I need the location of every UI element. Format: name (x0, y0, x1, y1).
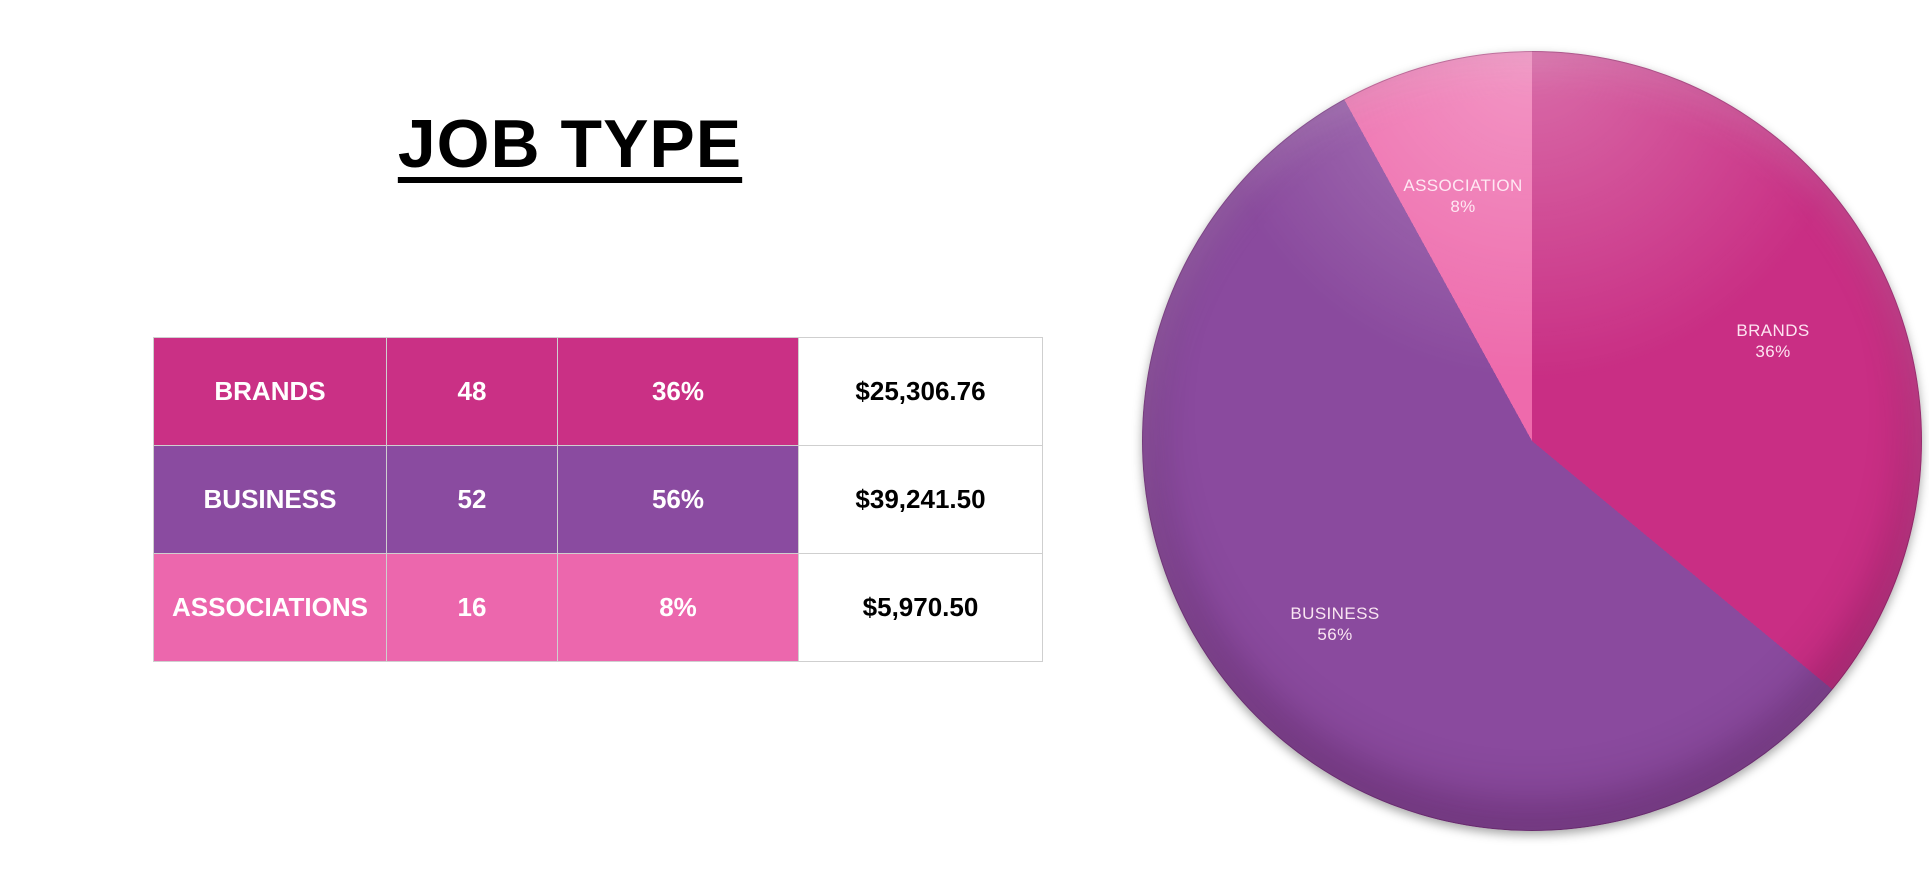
table-cell-count: 48 (387, 338, 557, 445)
pie-label-brands-name: BRANDS (1736, 321, 1810, 340)
table-cell-amount: $25,306.76 (799, 338, 1042, 445)
pie-gloss-overlay (1142, 51, 1922, 831)
table-cell-amount: $5,970.50 (799, 554, 1042, 661)
pie-chart: ASSOCIATION 8% BRANDS 36% BUSINESS 56% (1142, 51, 1922, 831)
table-cell-percent: 56% (558, 446, 798, 553)
table-cell-count: 16 (387, 554, 557, 661)
table-cell-percent: 8% (558, 554, 798, 661)
pie-label-association-name: ASSOCIATION (1403, 176, 1523, 195)
pie-label-association-percent: 8% (1450, 197, 1476, 216)
pie-label-association: ASSOCIATION 8% (1353, 175, 1573, 217)
table-cell-label: BRANDS (154, 338, 386, 445)
pie-label-business-name: BUSINESS (1290, 604, 1380, 623)
page-title: JOB TYPE (397, 106, 743, 182)
table-cell-count: 52 (387, 446, 557, 553)
pie-label-business: BUSINESS 56% (1225, 603, 1445, 645)
table-cell-label: BUSINESS (154, 446, 386, 553)
job-type-table: BRANDS 48 36% $25,306.76 BUSINESS 52 56%… (153, 337, 1043, 662)
table-cell-amount: $39,241.50 (799, 446, 1042, 553)
table-cell-label: ASSOCIATIONS (154, 554, 386, 661)
pie-label-business-percent: 56% (1317, 625, 1353, 644)
pie-label-brands-percent: 36% (1755, 342, 1791, 361)
table-cell-percent: 36% (558, 338, 798, 445)
pie-label-brands: BRANDS 36% (1663, 320, 1883, 362)
